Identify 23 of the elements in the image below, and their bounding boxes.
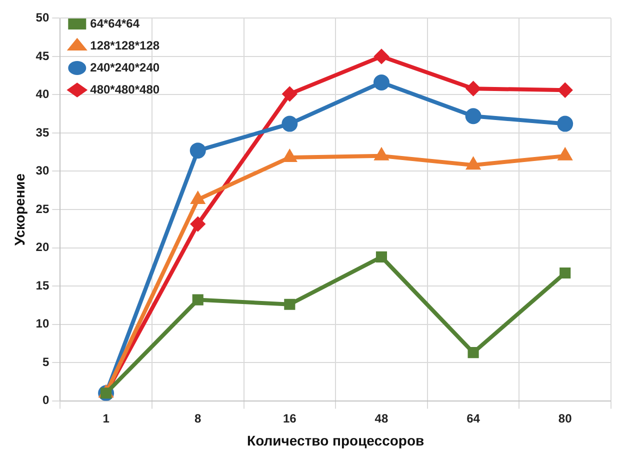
y-tick-label: 0 — [42, 393, 50, 408]
x-tick-label: 80 — [558, 411, 572, 426]
y-tick-label: 10 — [36, 316, 50, 331]
y-tick-label: 40 — [36, 87, 50, 102]
legend-label: 480*480*480 — [90, 82, 160, 96]
y-tick-label: 25 — [36, 202, 50, 216]
y-tick-label: 45 — [36, 48, 50, 63]
y-tick-label: 5 — [42, 354, 50, 369]
x-axis-title: Количество процессоров — [247, 432, 425, 448]
y-axis-title: Ускорение — [11, 173, 28, 246]
legend-label: 64*64*64 — [90, 16, 140, 30]
y-tick-label: 15 — [36, 278, 50, 292]
y-tick-label: 30 — [36, 164, 50, 178]
legend-label: 128*128*128 — [90, 38, 160, 52]
y-tick-label: 50 — [36, 10, 50, 25]
x-tick-label: 8 — [194, 411, 202, 426]
y-tick-label: 20 — [36, 240, 50, 254]
legend-label: 240*240*240 — [90, 60, 160, 74]
x-tick-label: 16 — [282, 411, 297, 426]
x-tick-label: 1 — [102, 411, 110, 426]
x-tick-label: 64 — [466, 411, 480, 426]
x-tick-label: 48 — [374, 411, 388, 426]
y-tick-label: 35 — [36, 125, 50, 140]
